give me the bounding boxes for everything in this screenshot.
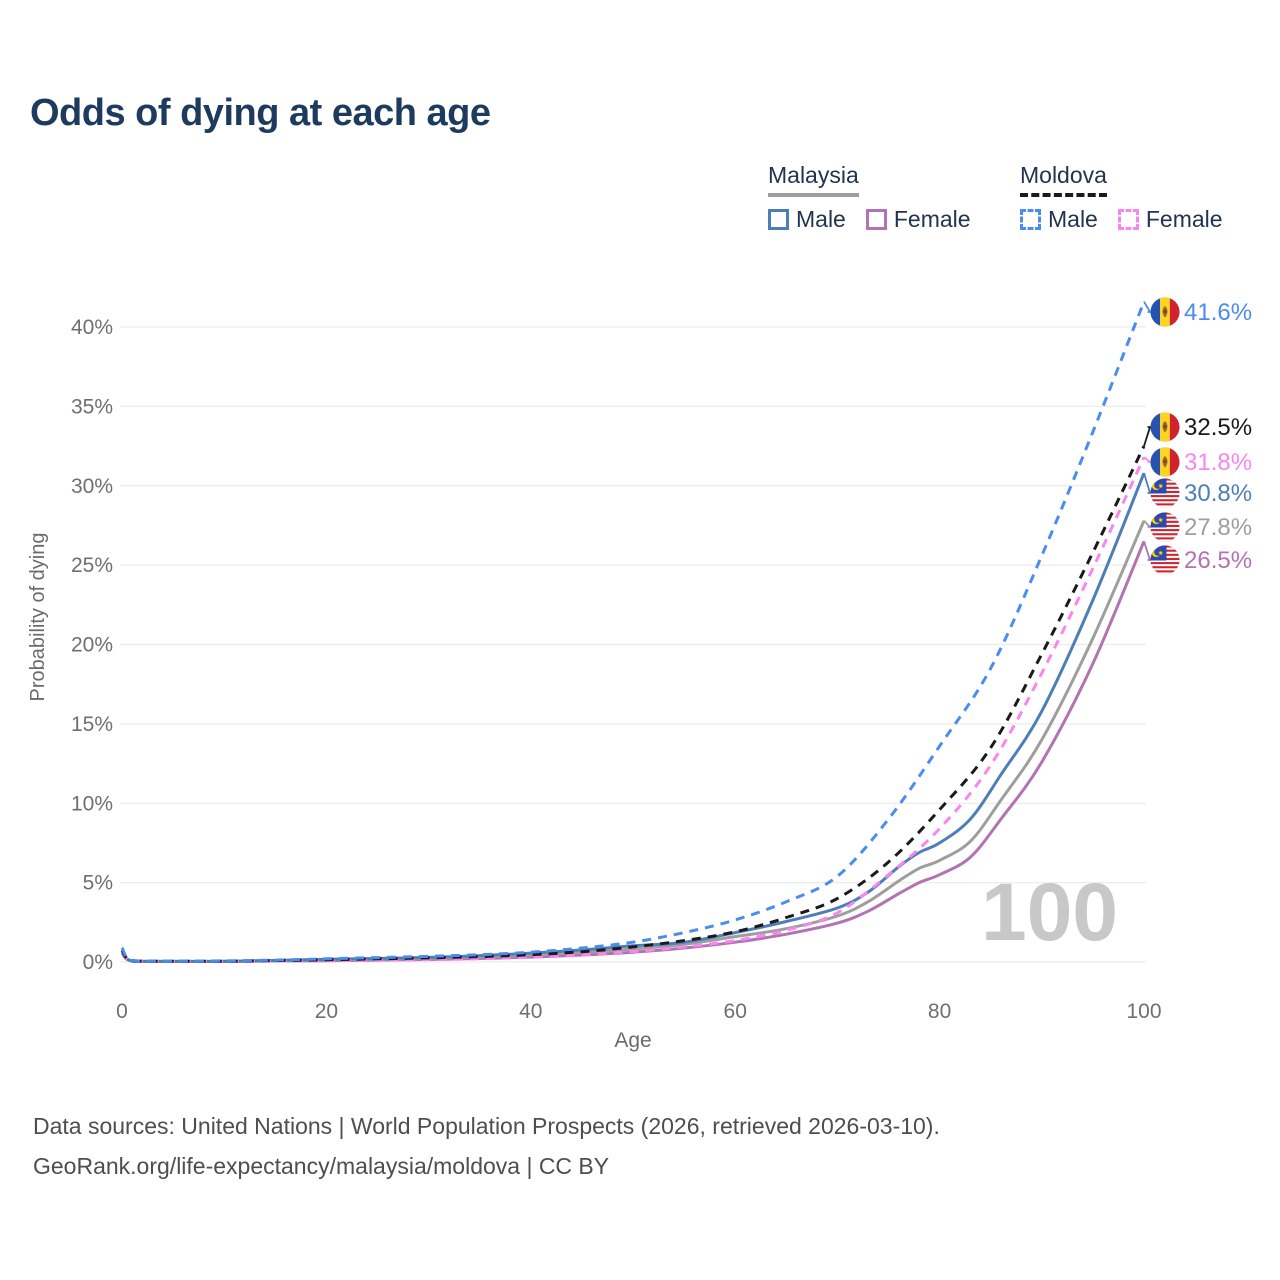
legend-country-moldova[interactable]: Moldova <box>1020 162 1107 197</box>
legend-group-moldova: Moldova Male Female <box>1020 162 1243 233</box>
label-leader-line <box>1143 520 1153 528</box>
x-axis-title: Age <box>614 1029 651 1052</box>
legend-group-malaysia: Malaysia Male Female <box>768 162 991 233</box>
end-label-group-moldova_female: 31.8% <box>1150 447 1252 477</box>
legend-label-malaysia-male[interactable]: Male <box>796 206 846 232</box>
label-leader-line <box>1143 472 1152 494</box>
y-tick-label: 25% <box>71 554 113 577</box>
x-tick-label: 0 <box>116 1000 128 1023</box>
y-tick-label: 0% <box>83 951 113 974</box>
data-source-footer: Data sources: United Nations | World Pop… <box>33 1106 940 1186</box>
end-value-label: 27.8% <box>1184 514 1252 541</box>
moldova-flag-icon <box>1150 412 1180 442</box>
legend-swatch-moldova-male[interactable] <box>1020 209 1041 230</box>
footer-line-sources: Data sources: United Nations | World Pop… <box>33 1113 940 1139</box>
legend-label-malaysia-female[interactable]: Female <box>893 206 971 232</box>
label-leader-line <box>1143 301 1152 313</box>
label-leader-line <box>1143 541 1152 561</box>
y-tick-label: 5% <box>83 872 113 895</box>
end-label-group-malaysia_avg: 27.8% <box>1150 512 1252 542</box>
legend: Malaysia Male Female Moldova Male Female <box>0 162 1280 242</box>
end-value-label: 41.6% <box>1184 299 1252 326</box>
legend-swatch-malaysia-male[interactable] <box>768 209 789 230</box>
y-tick-label: 10% <box>71 792 113 815</box>
end-label-group-malaysia_female: 26.5% <box>1150 545 1252 575</box>
end-value-label: 26.5% <box>1184 547 1252 574</box>
legend-label-moldova-male[interactable]: Male <box>1048 206 1098 232</box>
age-counter-watermark: 100 <box>981 867 1118 958</box>
x-tick-label: 100 <box>1126 1000 1161 1023</box>
malaysia-flag-icon <box>1150 545 1180 575</box>
legend-country-malaysia[interactable]: Malaysia <box>768 162 859 197</box>
malaysia-flag-icon <box>1150 512 1180 542</box>
x-tick-label: 60 <box>724 1000 747 1023</box>
x-tick-label: 20 <box>315 1000 338 1023</box>
end-value-label: 31.8% <box>1184 449 1252 476</box>
footer-line-attribution: GeoRank.org/life-expectancy/malaysia/mol… <box>33 1153 610 1179</box>
end-value-label: 30.8% <box>1184 480 1252 507</box>
y-axis-title: Probability of dying <box>27 533 49 702</box>
legend-swatch-moldova-female[interactable] <box>1117 209 1139 230</box>
moldova-flag-icon <box>1150 447 1180 477</box>
legend-label-moldova-female[interactable]: Female <box>1145 206 1223 232</box>
y-tick-label: 40% <box>71 316 113 339</box>
malaysia-flag-icon <box>1150 478 1180 508</box>
y-tick-label: 20% <box>71 634 113 657</box>
label-leader-line <box>1143 456 1153 463</box>
x-tick-label: 80 <box>928 1000 951 1023</box>
moldova-flag-icon <box>1150 297 1180 327</box>
y-tick-label: 30% <box>71 475 113 498</box>
series-line-moldova_male <box>120 301 1146 963</box>
y-tick-label: 15% <box>71 713 113 736</box>
legend-swatch-malaysia-female[interactable] <box>865 209 887 230</box>
end-label-group-moldova_male: 41.6% <box>1150 297 1252 327</box>
label-leader-line <box>1143 426 1152 447</box>
end-label-group-moldova_avg: 32.5% <box>1150 412 1252 442</box>
end-label-group-malaysia_male: 30.8% <box>1150 478 1252 508</box>
y-tick-label: 35% <box>71 395 113 418</box>
x-tick-label: 40 <box>519 1000 542 1023</box>
page-title: Odds of dying at each age <box>30 92 491 134</box>
end-value-label: 32.5% <box>1184 414 1252 441</box>
